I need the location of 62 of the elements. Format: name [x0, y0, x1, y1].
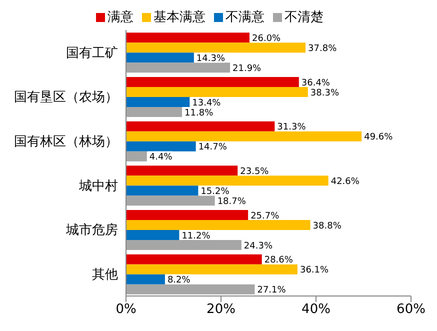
- legend-label: 基本满意: [154, 9, 206, 26]
- data-label: 18.7%: [217, 196, 246, 207]
- data-label: 42.6%: [330, 176, 360, 187]
- data-label: 11.8%: [184, 108, 214, 118]
- data-label: 24.3%: [244, 241, 273, 252]
- bar: [126, 230, 180, 240]
- data-label: 21.9%: [232, 64, 262, 74]
- bar: [126, 86, 308, 97]
- x-tick-label: 20%: [206, 302, 236, 318]
- data-label: 38.8%: [312, 221, 342, 232]
- y-tick-label: 国有工矿: [66, 46, 118, 61]
- bar: [126, 186, 198, 196]
- bar: [126, 76, 299, 87]
- bar: [126, 96, 190, 107]
- data-label: 4.4%: [149, 152, 173, 163]
- data-label: 26.0%: [252, 34, 282, 44]
- data-label: 37.8%: [308, 44, 338, 54]
- data-label: 36.4%: [301, 78, 330, 88]
- bar: [126, 131, 362, 142]
- y-tick-label: 国有林区（林场）: [14, 134, 118, 150]
- data-label: 15.2%: [200, 186, 230, 197]
- bar: [126, 62, 230, 73]
- bar: [126, 274, 165, 284]
- bar: [126, 254, 262, 264]
- data-label: 28.6%: [264, 256, 294, 266]
- data-label: 27.1%: [257, 286, 286, 296]
- bar: [126, 121, 275, 132]
- bar: [126, 52, 194, 63]
- data-label: 11.2%: [182, 231, 211, 242]
- x-tick-label: 40%: [302, 302, 330, 318]
- bar: [126, 220, 310, 230]
- legend-label: 满意: [108, 9, 134, 26]
- x-tick-label: 0%: [116, 302, 136, 318]
- bar: [126, 42, 306, 53]
- bar: [126, 284, 255, 294]
- data-label: 36.1%: [300, 266, 330, 276]
- x-tick-label: 60%: [396, 302, 426, 318]
- legend-label: 不满意: [226, 9, 264, 26]
- data-label: 49.6%: [364, 132, 394, 143]
- y-tick-label: 国有垦区（农场）: [14, 90, 118, 106]
- legend-label: 不清楚: [284, 9, 324, 26]
- bar: [126, 196, 215, 206]
- bar: [126, 264, 298, 274]
- data-label: 38.3%: [310, 88, 340, 98]
- bar: [126, 141, 196, 152]
- data-label: 13.4%: [192, 98, 222, 108]
- bar: [126, 106, 182, 117]
- bar: [126, 240, 242, 250]
- data-label: 14.3%: [196, 54, 226, 64]
- y-tick-label: 其他: [92, 267, 118, 282]
- bar: [126, 151, 147, 162]
- data-label: 23.5%: [240, 166, 270, 177]
- bar: [126, 32, 250, 43]
- bar: [126, 176, 328, 186]
- data-label: 8.2%: [167, 276, 191, 286]
- data-label: 31.3%: [277, 122, 306, 133]
- y-tick-label: 城中村: [78, 178, 118, 194]
- data-label: 25.7%: [250, 211, 280, 222]
- bar: [126, 210, 248, 220]
- bar: [126, 166, 238, 176]
- data-label: 14.7%: [198, 142, 228, 153]
- y-tick-label: 城市危房: [65, 222, 118, 238]
